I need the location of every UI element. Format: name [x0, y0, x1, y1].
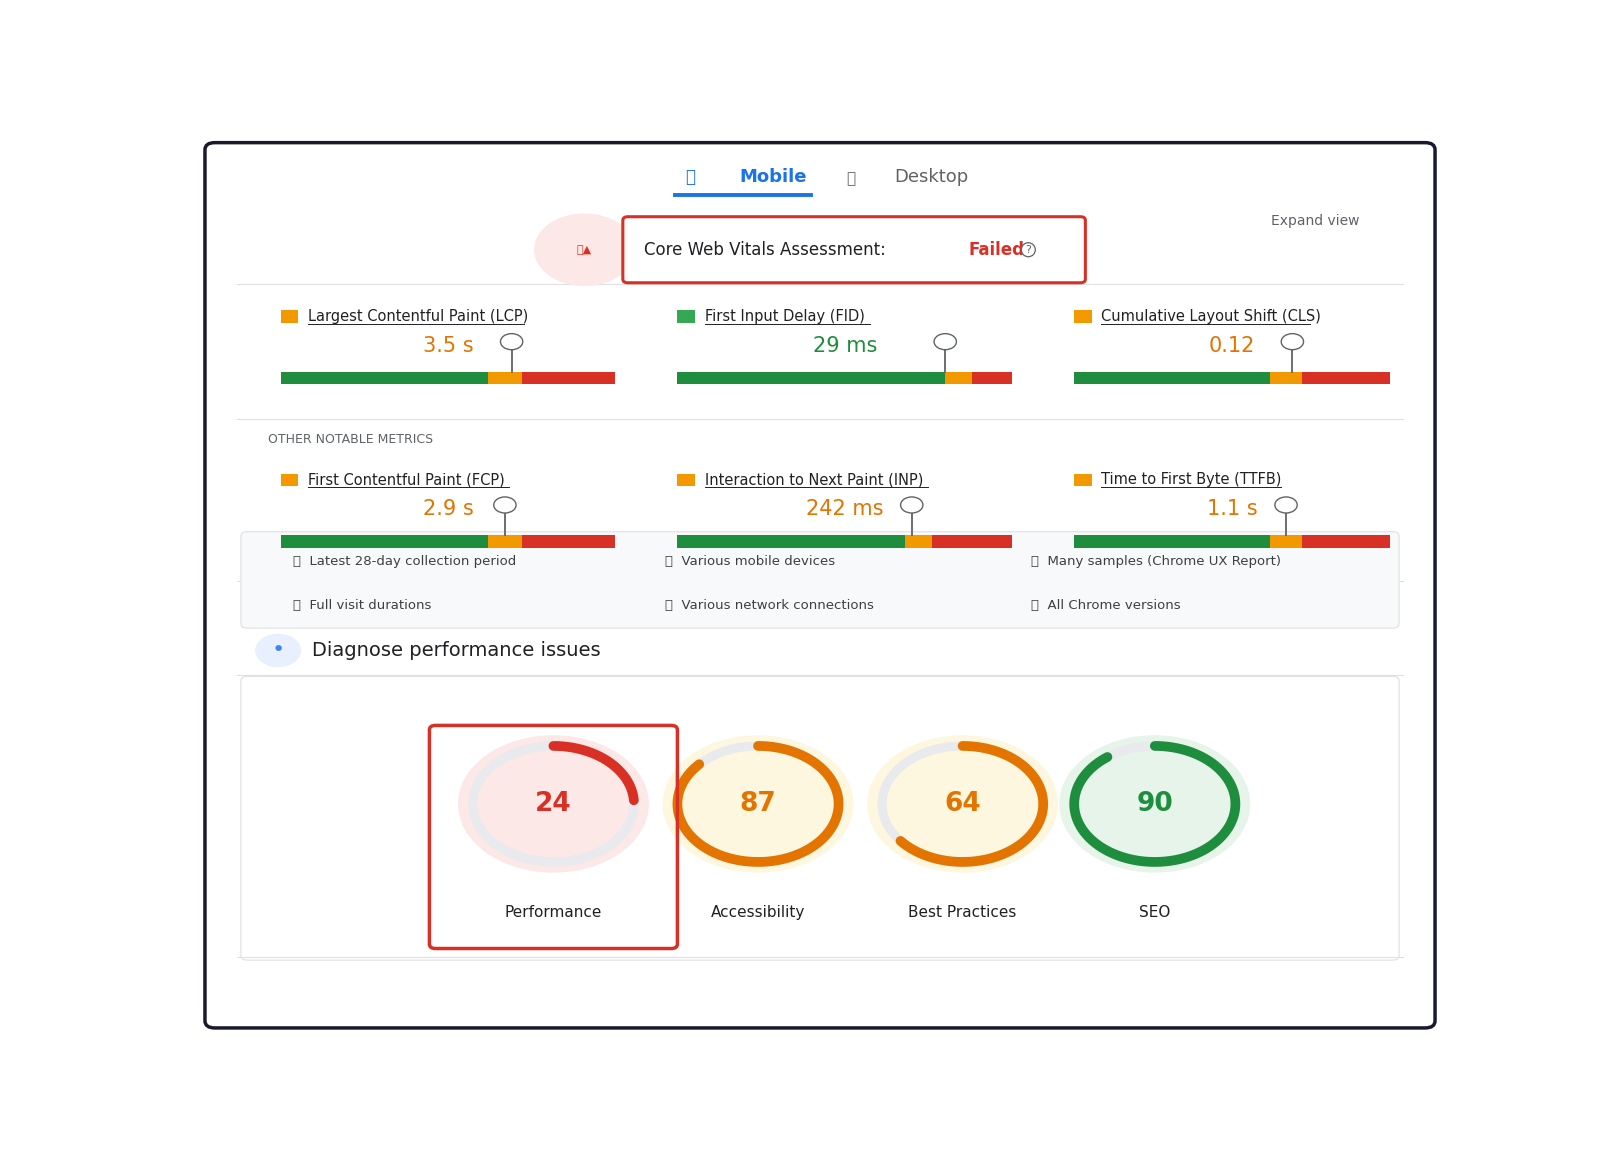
- Bar: [946, 372, 973, 385]
- Text: 87: 87: [739, 790, 776, 817]
- Circle shape: [1059, 735, 1250, 873]
- Text: 📶  Various network connections: 📶 Various network connections: [666, 599, 874, 612]
- Text: 👥  Many samples (Chrome UX Report): 👥 Many samples (Chrome UX Report): [1030, 555, 1282, 568]
- Text: SEO: SEO: [1139, 905, 1171, 920]
- Bar: [280, 474, 298, 487]
- Text: Expand view: Expand view: [1270, 214, 1360, 228]
- Bar: [677, 311, 694, 323]
- Circle shape: [458, 735, 650, 873]
- Bar: [280, 311, 298, 323]
- Text: 1.1 s: 1.1 s: [1206, 500, 1258, 519]
- Circle shape: [1275, 497, 1298, 513]
- Bar: [280, 372, 488, 385]
- Circle shape: [867, 735, 1058, 873]
- Bar: [677, 474, 694, 487]
- Text: 64: 64: [944, 790, 981, 817]
- Text: Accessibility: Accessibility: [710, 905, 805, 920]
- Text: 29 ms: 29 ms: [813, 336, 877, 356]
- Text: 〜▲: 〜▲: [578, 245, 592, 255]
- Text: ⏱  Full visit durations: ⏱ Full visit durations: [293, 599, 432, 612]
- Text: 3.5 s: 3.5 s: [422, 336, 474, 356]
- Text: 0.12: 0.12: [1210, 336, 1256, 356]
- Text: 90: 90: [1136, 790, 1173, 817]
- Text: 🛡  All Chrome versions: 🛡 All Chrome versions: [1030, 599, 1181, 612]
- Text: Largest Contentful Paint (LCP): Largest Contentful Paint (LCP): [307, 309, 528, 325]
- Bar: [1270, 535, 1302, 548]
- Bar: [522, 535, 616, 548]
- Bar: [1074, 372, 1270, 385]
- Bar: [906, 535, 931, 548]
- Text: •: •: [272, 641, 285, 661]
- Text: 242 ms: 242 ms: [806, 500, 883, 519]
- Text: Mobile: Mobile: [739, 168, 806, 187]
- FancyBboxPatch shape: [242, 532, 1398, 628]
- Bar: [677, 535, 906, 548]
- Circle shape: [662, 735, 853, 873]
- Circle shape: [256, 634, 301, 666]
- Text: 2.9 s: 2.9 s: [422, 500, 474, 519]
- Circle shape: [1282, 334, 1304, 350]
- FancyBboxPatch shape: [622, 217, 1085, 283]
- Text: Cumulative Layout Shift (CLS): Cumulative Layout Shift (CLS): [1101, 309, 1322, 325]
- Bar: [488, 535, 522, 548]
- Circle shape: [501, 334, 523, 350]
- Text: Best Practices: Best Practices: [909, 905, 1016, 920]
- Text: OTHER NOTABLE METRICS: OTHER NOTABLE METRICS: [269, 433, 434, 446]
- Text: 📅  Latest 28-day collection period: 📅 Latest 28-day collection period: [293, 555, 517, 568]
- Text: 📱  Various mobile devices: 📱 Various mobile devices: [666, 555, 835, 568]
- Bar: [1302, 535, 1390, 548]
- Circle shape: [534, 214, 634, 285]
- Text: Desktop: Desktop: [894, 168, 968, 187]
- Bar: [677, 372, 946, 385]
- Bar: [522, 372, 616, 385]
- Bar: [1270, 372, 1302, 385]
- Circle shape: [901, 497, 923, 513]
- Bar: [931, 535, 1013, 548]
- Text: Performance: Performance: [504, 905, 602, 920]
- Bar: [1302, 372, 1390, 385]
- Text: Failed: Failed: [970, 241, 1024, 258]
- Text: 📱: 📱: [685, 168, 694, 187]
- Text: Time to First Byte (TTFB): Time to First Byte (TTFB): [1101, 473, 1282, 488]
- Text: Diagnose performance issues: Diagnose performance issues: [312, 641, 600, 659]
- FancyBboxPatch shape: [205, 143, 1435, 1028]
- Text: ?: ?: [1026, 245, 1032, 255]
- FancyBboxPatch shape: [242, 677, 1398, 960]
- Text: 🖥: 🖥: [846, 172, 856, 187]
- Circle shape: [934, 334, 957, 350]
- Bar: [1074, 311, 1091, 323]
- Text: First Input Delay (FID): First Input Delay (FID): [704, 309, 864, 325]
- Bar: [488, 372, 522, 385]
- Circle shape: [494, 497, 517, 513]
- Bar: [280, 535, 488, 548]
- Bar: [1074, 535, 1270, 548]
- Bar: [973, 372, 1013, 385]
- Bar: [1074, 474, 1091, 487]
- Text: 24: 24: [534, 790, 571, 817]
- Text: Interaction to Next Paint (INP): Interaction to Next Paint (INP): [704, 473, 923, 488]
- Text: Core Web Vitals Assessment:: Core Web Vitals Assessment:: [643, 241, 886, 258]
- Text: First Contentful Paint (FCP): First Contentful Paint (FCP): [307, 473, 504, 488]
